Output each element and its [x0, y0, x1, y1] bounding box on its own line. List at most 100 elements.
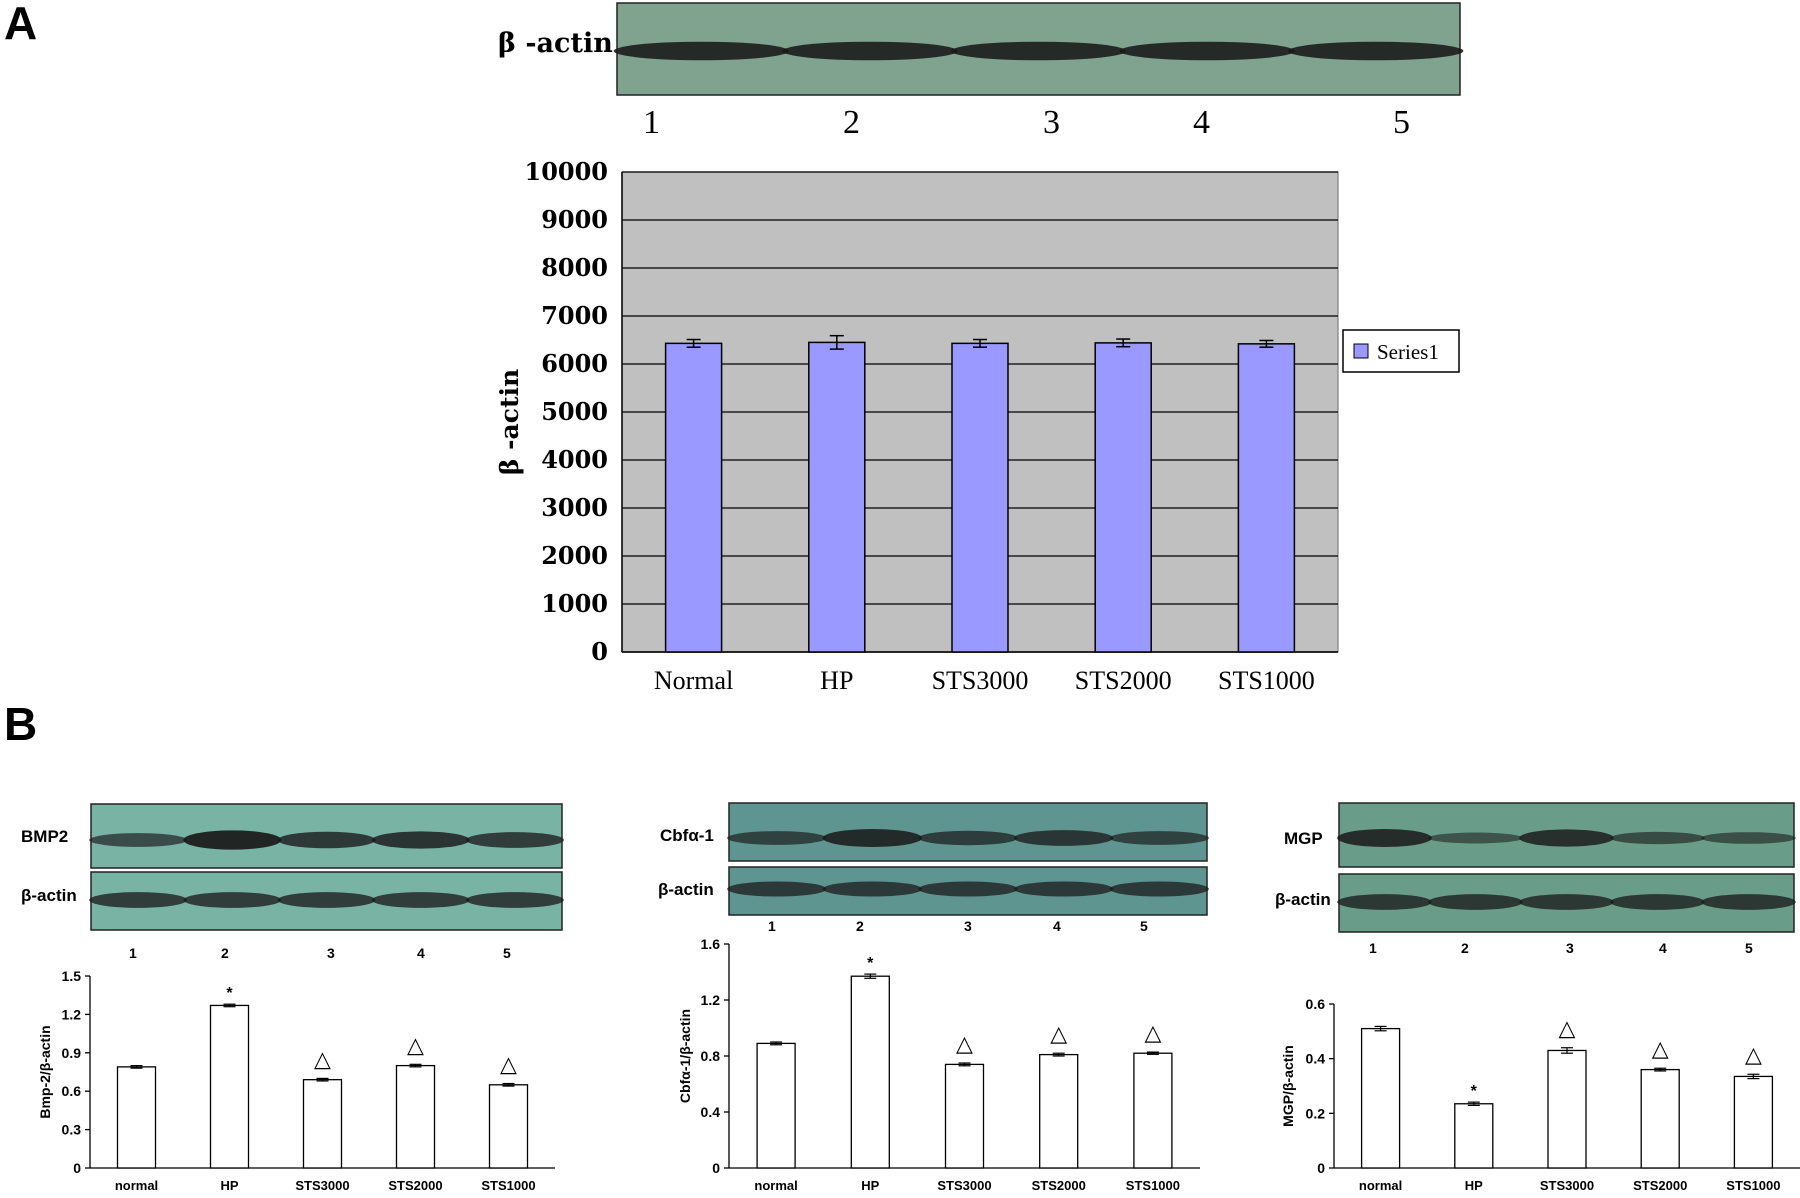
chart-b1-xtick-label: STS2000	[388, 1178, 442, 1193]
chart-a-ytick-label: 7000	[541, 301, 608, 330]
blot-b3-protein-strip-band	[1610, 831, 1705, 845]
blot-b1-protein-strip	[89, 803, 564, 869]
chart-b2-ytick-label: 1.2	[701, 992, 721, 1008]
blot-b1-control-strip	[89, 871, 564, 931]
blot-b2-lane-4: 4	[1053, 918, 1061, 934]
blot-b1-protein-strip-band	[183, 830, 282, 850]
chart-b2-significance-star: *	[867, 955, 874, 972]
chart-b1-xtick-label: normal	[115, 1178, 158, 1193]
blot-b1-control-strip-band	[371, 892, 470, 908]
blot-b1-control-strip-band	[183, 892, 282, 908]
chart-b1-bar	[116, 1066, 157, 1169]
chart-a-xtick-label: STS2000	[1075, 666, 1172, 695]
chart-b3-ylabel: MGP/β-actin	[1280, 1045, 1296, 1127]
chart-b3-significance-triangle: △	[1559, 1017, 1576, 1042]
panel-label-b: B	[4, 698, 38, 750]
chart-b1-ytick-label: 0.9	[62, 1045, 82, 1061]
chart-b1-ytick-label: 0	[73, 1160, 81, 1176]
chart-a-xtick-label: Normal	[654, 666, 733, 695]
blot-b1-lane-4: 4	[417, 945, 425, 961]
chart-a-bar	[951, 342, 1009, 653]
blot-a-strip-band	[1119, 41, 1295, 61]
chart-b2-xtick-label: HP	[861, 1178, 879, 1193]
chart-b1-xtick-label: STS3000	[295, 1178, 349, 1193]
blot-b1-lane-1: 1	[129, 945, 137, 961]
blot-b3-protein-label: MGP	[1284, 829, 1323, 848]
chart-b1-ytick-label: 0.6	[62, 1083, 82, 1099]
chart-b3-xtick-label: STS1000	[1726, 1178, 1780, 1193]
blot-b3-control-strip-band	[1519, 894, 1614, 910]
chart-b1-significance-triangle: △	[407, 1033, 424, 1058]
chart-b2-bar	[944, 1063, 985, 1169]
blot-b3-protein-strip-band	[1519, 829, 1614, 847]
blot-b1-control-strip-band	[89, 892, 188, 908]
blot-a-lane-4: 4	[1193, 104, 1210, 141]
blot-b2-control-strip-band	[1013, 881, 1114, 897]
blot-a-strip-band	[782, 41, 958, 61]
chart-b3-ytick-label: 0.6	[1306, 996, 1326, 1012]
chart-a-ytick-label: 0	[591, 637, 608, 666]
chart-b3-ytick-label: 0.4	[1306, 1051, 1326, 1067]
chart-b2-ytick-label: 0.4	[701, 1104, 721, 1120]
chart-b2-xtick-label: STS1000	[1126, 1178, 1180, 1193]
chart-b1-ytick-label: 1.5	[62, 968, 82, 984]
chart-b1-xtick-label: STS1000	[481, 1178, 535, 1193]
chart-b2-xtick-label: normal	[754, 1178, 797, 1193]
chart-b2-ytick-label: 0.8	[701, 1048, 721, 1064]
chart-a-legend-swatch	[1353, 343, 1369, 359]
chart-a-xtick-label: STS3000	[932, 666, 1029, 695]
blot-b3-lane-3: 3	[1566, 940, 1574, 956]
chart-b3-bar	[1640, 1068, 1680, 1169]
blot-b2-control-strip-band	[822, 881, 923, 897]
blot-b1-lane-5: 5	[503, 945, 511, 961]
chart-a-ytick-label: 5000	[541, 397, 608, 426]
blot-a-strip-band	[613, 41, 789, 61]
blot-b2-protein-strip-band	[727, 831, 827, 845]
blot-b3-lane-2: 2	[1461, 940, 1469, 956]
chart-b3-xtick-label: normal	[1359, 1178, 1402, 1193]
chart-b1-bar	[488, 1084, 529, 1169]
chart-a-ytick-label: 2000	[541, 541, 608, 570]
chart-a-bar	[664, 342, 723, 653]
blot-b3-control-strip	[1337, 873, 1796, 933]
chart-b1-ytick-label: 0.3	[62, 1122, 82, 1138]
blot-b2-protein-strip-band	[918, 830, 1018, 846]
chart-a-bar	[1237, 343, 1296, 653]
chart-b1-ytick-label: 1.2	[62, 1006, 82, 1022]
blot-b1-control-strip-band	[277, 892, 376, 908]
chart-b2-ylabel: Cbfα-1/β-actin	[677, 1009, 693, 1103]
blot-b2-control-strip-band	[918, 881, 1018, 897]
chart-b1-significance-triangle: △	[314, 1047, 331, 1072]
blot-b2-lane-1: 1	[768, 918, 776, 934]
chart-b3-significance-triangle: △	[1745, 1043, 1762, 1068]
blot-b2-control-label: β-actin	[658, 880, 714, 899]
blot-b2-lane-2: 2	[856, 918, 864, 934]
blot-b3-control-strip-band	[1428, 894, 1523, 910]
blot-b2-lane-3: 3	[964, 918, 972, 934]
blot-b1-protein-strip-band	[465, 832, 564, 848]
blot-b1-control-strip-band	[465, 892, 564, 908]
chart-b3-bar	[1454, 1103, 1494, 1169]
blot-b3-lane-5: 5	[1745, 940, 1753, 956]
blot-b3-protein-strip	[1337, 802, 1796, 868]
chart-b3-ytick-label: 0	[1317, 1160, 1325, 1176]
chart-a-legend-label: Series1	[1377, 340, 1439, 364]
chart-b1-bar	[395, 1064, 436, 1169]
blot-a-lane-3: 3	[1043, 104, 1060, 141]
blot-b1-protein-label: BMP2	[21, 827, 69, 846]
chart-b1-bar	[209, 1004, 250, 1169]
chart-b1-bar	[302, 1079, 343, 1169]
chart-b1-significance-triangle: △	[500, 1053, 517, 1078]
chart-b2-significance-triangle: △	[956, 1032, 973, 1057]
blot-b3-lane-4: 4	[1659, 940, 1667, 956]
chart-a-bar	[808, 341, 866, 653]
chart-a-ytick-label: 10000	[525, 157, 609, 186]
blot-b1-protein-strip-band	[89, 833, 188, 847]
blot-b2-control-strip-band	[727, 881, 827, 897]
chart-b1-significance-star: *	[226, 985, 233, 1002]
blot-a-strip-band	[1288, 41, 1464, 61]
blot-b3-protein-strip-band	[1701, 832, 1796, 844]
chart-a-ytick-label: 3000	[541, 493, 608, 522]
chart-a-bar	[1094, 342, 1152, 653]
blot-a-lane-2: 2	[843, 104, 860, 141]
